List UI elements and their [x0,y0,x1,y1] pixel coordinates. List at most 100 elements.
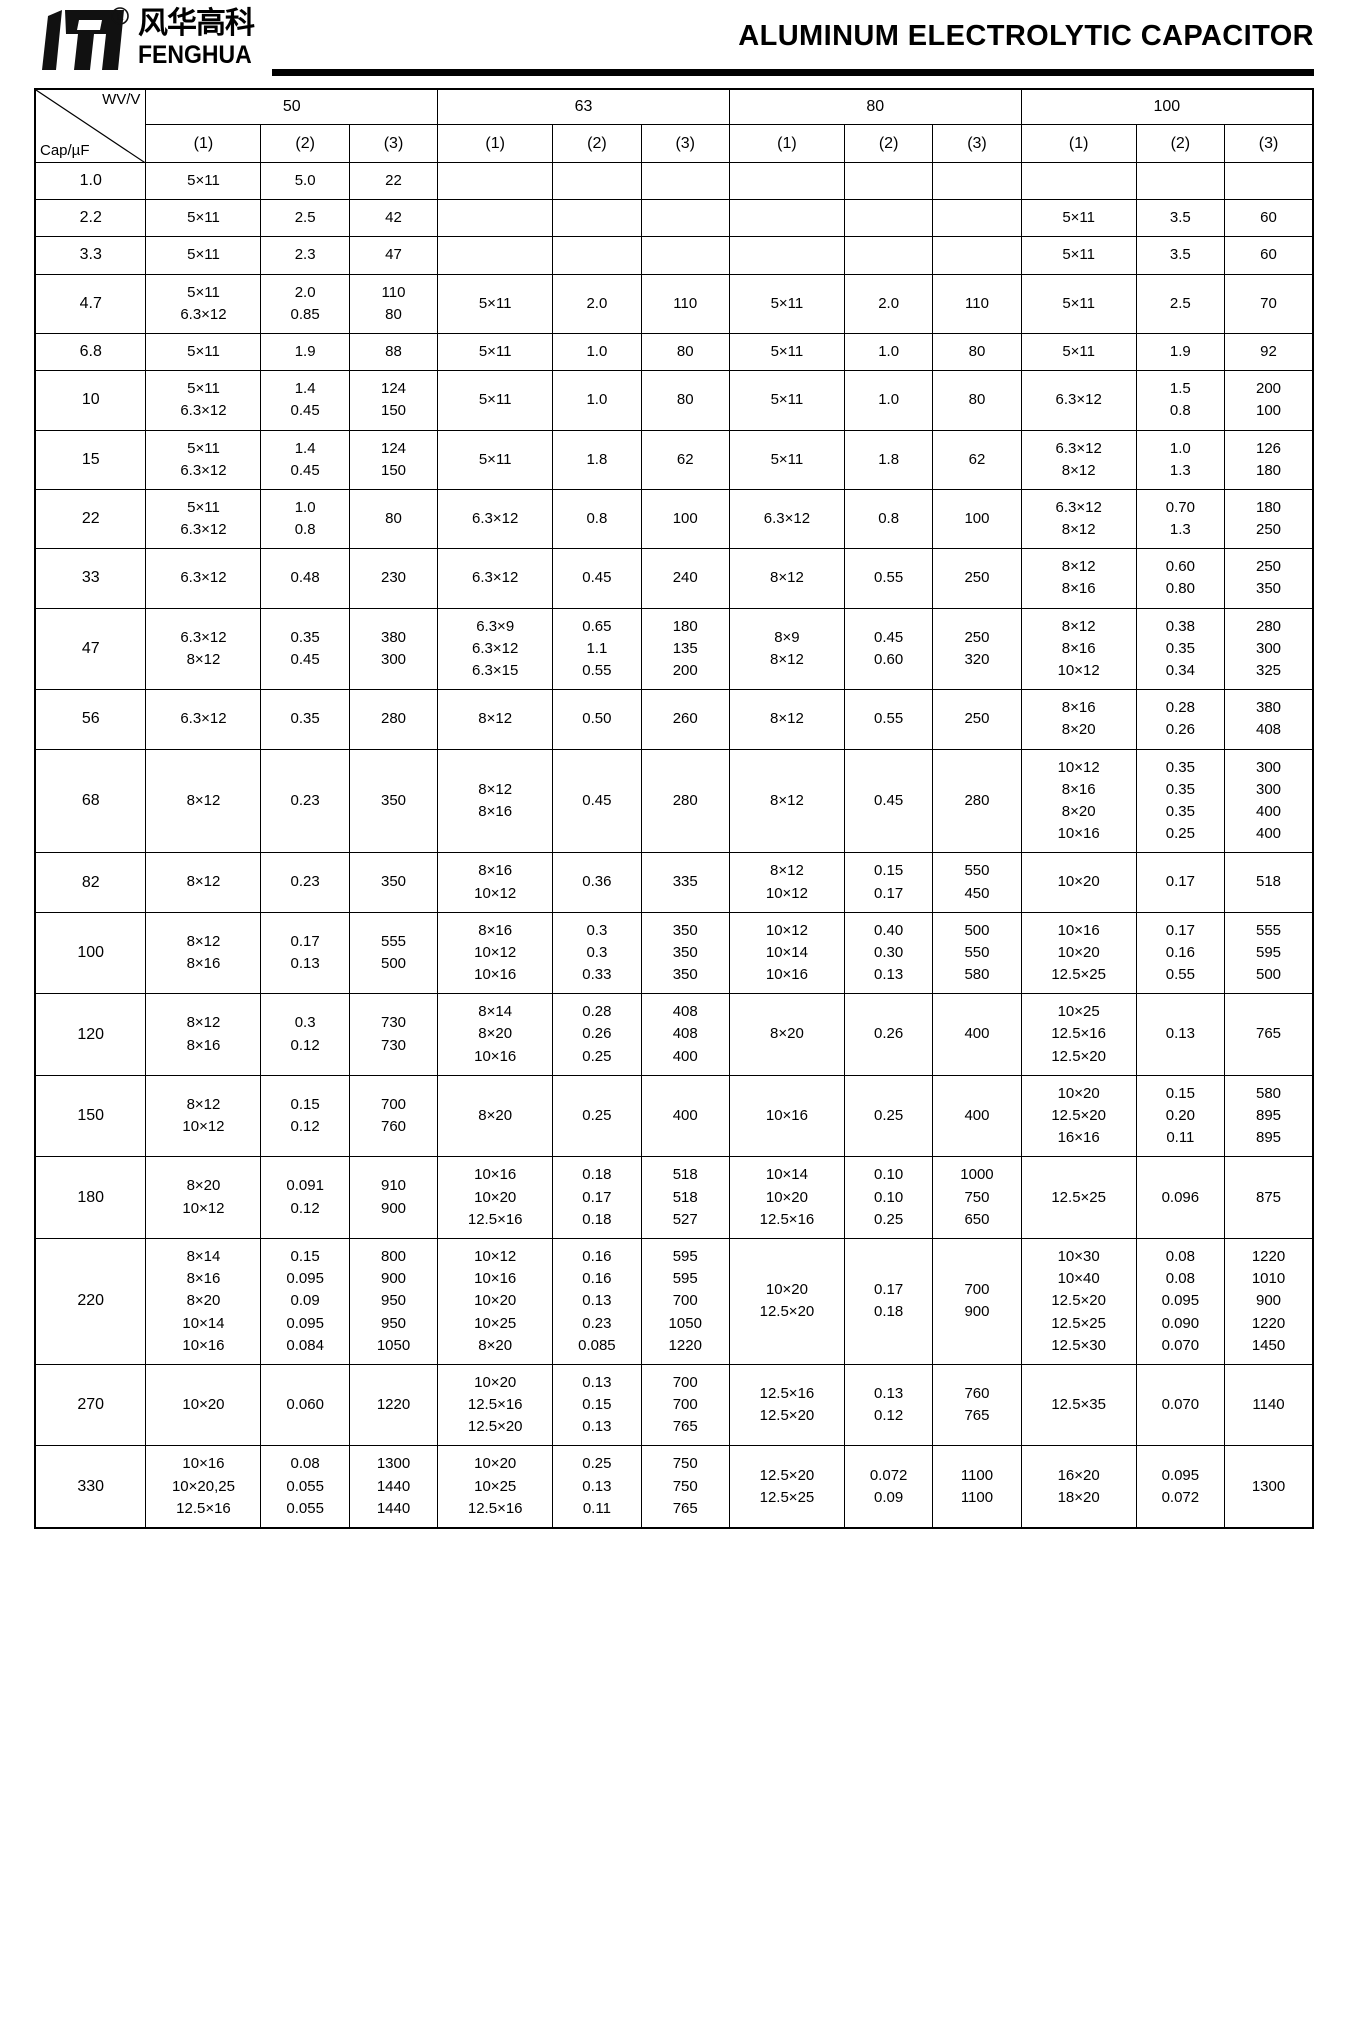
spec-cell: 200 100 [1224,370,1314,431]
spec-cell: 1.5 0.8 [1135,370,1226,431]
spec-cell: 2.3 [260,236,350,275]
spec-cell: 5×11 [437,370,554,431]
spec-cell: 0.15 0.17 [843,852,934,913]
spec-cell: 400 [932,993,1022,1076]
spec-cell: 0.060 [260,1363,350,1447]
spec-cell: 910 900 [348,1156,439,1239]
spec-cell: 8×12 [728,748,845,854]
spec-cell: 8×12 [145,852,262,913]
spec-cell [843,236,934,275]
spec-cell: 10×20 10×25 12.5×16 [437,1445,554,1529]
sub-header-row: (1) (2) (3) (1) (2) (3) (1) (2) (3) (1) … [35,124,1314,163]
header-divider [272,69,1314,76]
spec-cell: 1.0 0.8 [260,488,350,550]
spec-cell: 92 [1224,332,1314,372]
spec-cell: 1.4 0.45 [260,429,350,490]
voltage-group-header-row: WV/V Cap/µF 50 63 80 100 [34,88,1314,163]
spec-cell: 6.3×9 6.3×12 6.3×15 [437,607,554,691]
spec-cell: 8×12 8×16 [145,911,262,995]
voltage-group-63: 63 [437,88,730,126]
spec-cell: 0.70 1.3 [1135,488,1226,550]
spec-cell: 5×11 [437,273,554,334]
spec-cell: 80 [932,370,1022,431]
spec-cell: 1000 750 650 [932,1156,1022,1239]
spec-cell [728,199,845,238]
capacitance-cell: 56 [34,689,147,750]
voltage-group-100: 100 [1020,88,1314,126]
spec-cell: 8×12 10×12 [728,852,845,913]
spec-cell: 550 450 [932,852,1022,913]
spec-cell: 10×12 10×14 10×16 [728,911,845,995]
capacitance-cell: 150 [34,1074,147,1158]
spec-cell: 380 408 [1224,689,1314,750]
subheader-100-2: (2) [1135,124,1226,163]
capacitance-cell: 100 [34,911,147,995]
spec-cell: 10×20 [145,1363,262,1447]
spec-cell: 0.36 [552,852,642,913]
subheader-80-2: (2) [843,124,934,163]
spec-cell: 6.3×12 [437,488,554,550]
spec-cell [552,199,642,238]
spec-cell: 800 900 950 950 1050 [348,1237,439,1365]
spec-cell: 335 [640,852,730,913]
spec-cell: 2.0 [552,273,642,334]
spec-cell: 408 408 400 [640,993,730,1076]
spec-cell: 10×16 10×20,25 12.5×16 [145,1445,262,1529]
spec-cell: 2.5 [1135,273,1226,334]
spec-cell: 5×11 [145,332,262,372]
table-row: 82 8×12 0.23 350 8×16 10×12 0.36 335 8×12 10×12 0.… [34,852,1314,913]
spec-cell: 0.23 [260,852,350,913]
spec-cell: 1.0 [843,370,934,431]
spec-cell: 12.5×25 [1020,1156,1137,1239]
spec-cell: 5×11 [1020,332,1137,372]
spec-cell: 0.16 0.16 0.13 0.23 0.085 [552,1237,642,1365]
spec-cell: 8×16 10×12 10×16 [437,911,554,995]
spec-cell [932,199,1022,238]
spec-cell: 1.0 [552,370,642,431]
spec-cell: 5×11 [1020,236,1137,275]
spec-cell [843,199,934,238]
subheader-50-1: (1) [145,124,262,163]
spec-cell: 240 [640,548,730,609]
spec-cell: 2.5 [260,199,350,238]
spec-cell [437,236,554,275]
spec-cell: 875 [1224,1156,1314,1239]
corner-header-cell: WV/V Cap/µF [34,88,147,163]
spec-cell [932,161,1022,201]
capacitance-cell: 220 [34,1237,147,1365]
corner-top-label: WV/V [102,91,141,108]
spec-cell: 8×12 8×16 10×12 [1020,607,1137,691]
spec-cell: 500 550 580 [932,911,1022,995]
spec-cell: 5×11 [437,429,554,490]
spec-cell: 0.35 0.45 [260,607,350,691]
spec-cell: 0.17 0.18 [843,1237,934,1365]
table-row: 180 8×20 10×12 0.091 0.12 910 900 10×16 10×20 12.… [34,1156,1314,1239]
spec-cell: 60 [1224,236,1314,275]
spec-cell: 0.8 [552,488,642,550]
spec-cell: 280 300 325 [1224,607,1314,691]
capacitance-cell: 330 [34,1445,147,1529]
logo-chinese-name: 风华高科 [138,6,255,41]
spec-cell: 1.9 [260,332,350,372]
spec-cell: 0.28 0.26 [1135,689,1226,750]
spec-cell: 350 350 350 [640,911,730,995]
spec-cell: 8×12 10×12 [145,1074,262,1158]
spec-cell: 0.13 0.15 0.13 [552,1363,642,1447]
spec-cell [552,236,642,275]
capacitance-cell: 4.7 [34,273,147,334]
spec-cell: 180 250 [1224,488,1314,550]
svg-text:R: R [116,11,124,23]
capacitance-cell: 22 [34,488,147,550]
spec-cell: 0.40 0.30 0.13 [843,911,934,995]
capacitance-cell: 2.2 [34,199,147,238]
spec-cell: 518 [1224,852,1314,913]
spec-cell: 5×11 [728,429,845,490]
spec-cell: 280 [348,689,439,750]
spec-cell: 0.08 0.08 0.095 0.090 0.070 [1135,1237,1226,1365]
spec-cell: 110 80 [348,273,439,334]
spec-cell: 555 500 [348,911,439,995]
spec-cell: 5×11 6.3×12 [145,273,262,334]
spec-cell: 400 [640,1074,730,1158]
table-row: 68 8×12 0.23 350 8×12 8×16 0.45 280 8×12 0.45 280 1… [34,748,1314,854]
spec-cell: 62 [932,429,1022,490]
